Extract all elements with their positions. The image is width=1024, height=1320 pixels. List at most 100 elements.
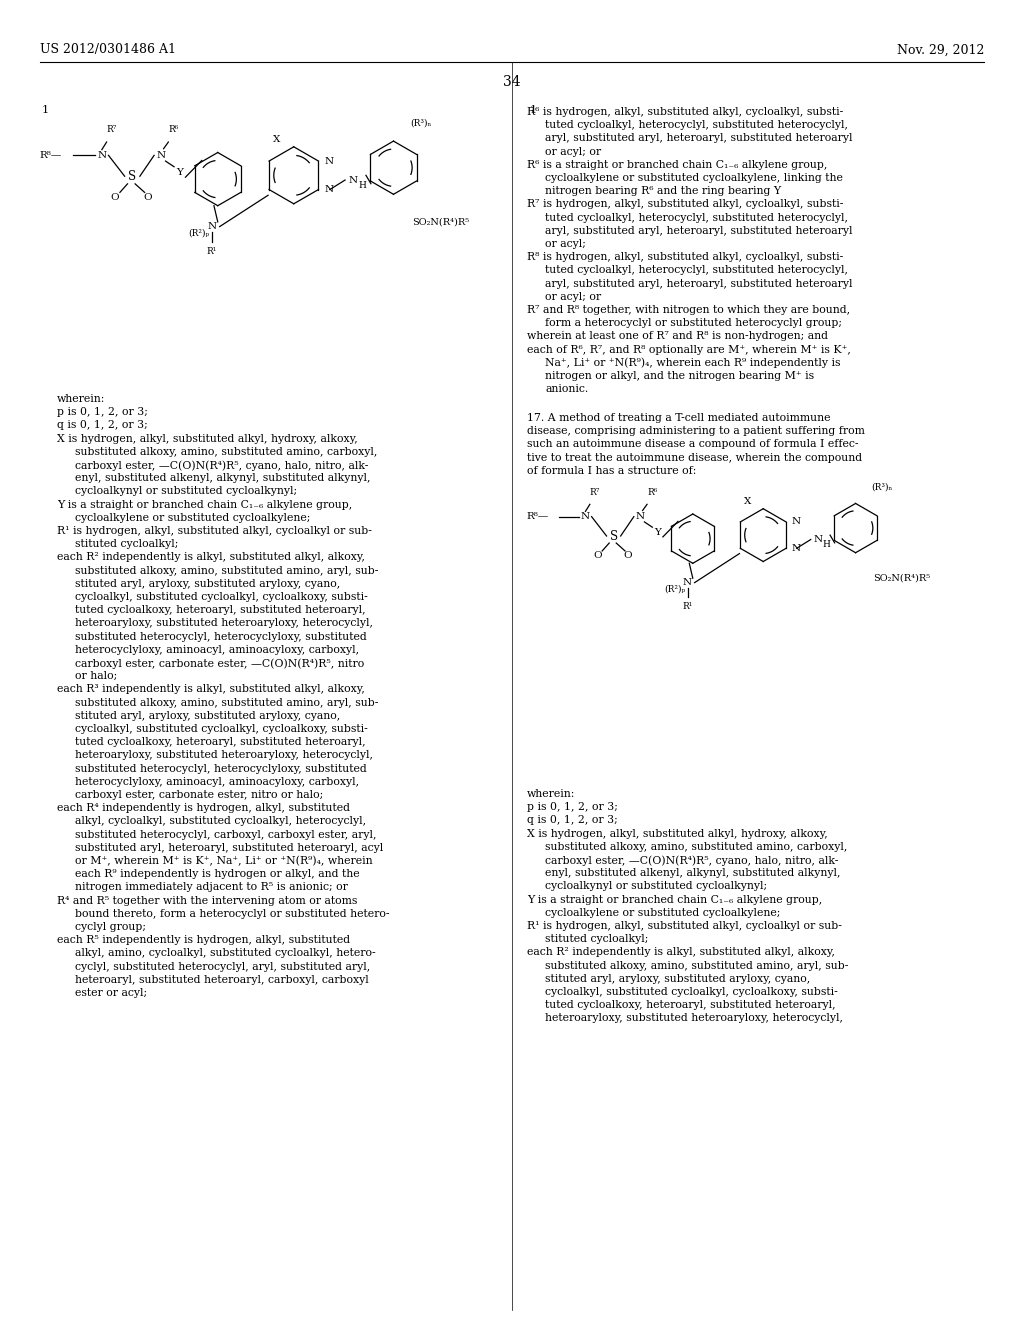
- Text: cycloalkynyl or substituted cycloalkynyl;: cycloalkynyl or substituted cycloalkynyl…: [75, 486, 297, 496]
- Text: bound thereto, form a heterocyclyl or substituted hetero-: bound thereto, form a heterocyclyl or su…: [75, 908, 389, 919]
- Text: tuted cycloalkyl, heterocyclyl, substituted heterocyclyl,: tuted cycloalkyl, heterocyclyl, substitu…: [545, 265, 848, 276]
- Text: R⁸—: R⁸—: [526, 512, 549, 521]
- Text: each R² independently is alkyl, substituted alkyl, alkoxy,: each R² independently is alkyl, substitu…: [527, 948, 835, 957]
- Text: stituted aryl, aryloxy, substituted aryloxy, cyano,: stituted aryl, aryloxy, substituted aryl…: [75, 710, 340, 721]
- Text: aryl, substituted aryl, heteroaryl, substituted heteroaryl: aryl, substituted aryl, heteroaryl, subs…: [545, 226, 853, 236]
- Text: X is hydrogen, alkyl, substituted alkyl, hydroxy, alkoxy,: X is hydrogen, alkyl, substituted alkyl,…: [57, 433, 357, 444]
- Text: (R³)ₙ: (R³)ₙ: [411, 119, 432, 128]
- Text: R⁶ is a straight or branched chain C₁₋₆ alkylene group,: R⁶ is a straight or branched chain C₁₋₆ …: [527, 160, 827, 170]
- Text: cycloalkyl, substituted cycloalkyl, cycloalkoxy, substi-: cycloalkyl, substituted cycloalkyl, cycl…: [545, 987, 838, 997]
- Text: heteroaryl, substituted heteroaryl, carboxyl, carboxyl: heteroaryl, substituted heteroaryl, carb…: [75, 974, 369, 985]
- Text: Y is a straight or branched chain C₁₋₆ alkylene group,: Y is a straight or branched chain C₁₋₆ a…: [527, 895, 822, 904]
- Text: R⁶: R⁶: [647, 488, 657, 498]
- Text: N: N: [581, 512, 590, 521]
- Text: such an autoimmune disease a compound of formula I effec-: such an autoimmune disease a compound of…: [527, 440, 858, 449]
- Text: or acyl; or: or acyl; or: [545, 292, 601, 302]
- Text: wherein:: wherein:: [527, 789, 575, 799]
- Text: nitrogen or alkyl, and the nitrogen bearing M⁺ is: nitrogen or alkyl, and the nitrogen bear…: [545, 371, 814, 381]
- Text: (R²)ₚ: (R²)ₚ: [665, 585, 686, 594]
- Text: carboxyl ester, —C(O)N(R⁴)R⁵, cyano, halo, nitro, alk-: carboxyl ester, —C(O)N(R⁴)R⁵, cyano, hal…: [545, 855, 839, 866]
- Text: N: N: [348, 176, 357, 185]
- Text: heteroaryloxy, substituted heteroaryloxy, heterocyclyl,: heteroaryloxy, substituted heteroaryloxy…: [75, 750, 373, 760]
- Text: R¹ is hydrogen, alkyl, substituted alkyl, cycloalkyl or sub-: R¹ is hydrogen, alkyl, substituted alkyl…: [527, 921, 842, 931]
- Text: enyl, substituted alkenyl, alkynyl, substituted alkynyl,: enyl, substituted alkenyl, alkynyl, subs…: [545, 869, 841, 878]
- Text: SO₂N(R⁴)R⁵: SO₂N(R⁴)R⁵: [873, 574, 931, 583]
- Text: each R⁹ independently is hydrogen or alkyl, and the: each R⁹ independently is hydrogen or alk…: [75, 869, 359, 879]
- Text: or halo;: or halo;: [75, 671, 118, 681]
- Text: q is 0, 1, 2, or 3;: q is 0, 1, 2, or 3;: [57, 420, 147, 430]
- Text: N: N: [813, 535, 822, 544]
- Text: O: O: [624, 550, 632, 560]
- Text: X is hydrogen, alkyl, substituted alkyl, hydroxy, alkoxy,: X is hydrogen, alkyl, substituted alkyl,…: [527, 829, 827, 838]
- Text: Na⁺, Li⁺ or ⁺N(R⁹)₄, wherein each R⁹ independently is: Na⁺, Li⁺ or ⁺N(R⁹)₄, wherein each R⁹ ind…: [545, 358, 841, 368]
- Text: Y: Y: [654, 528, 662, 537]
- Text: nitrogen bearing R⁶ and the ring bearing Y: nitrogen bearing R⁶ and the ring bearing…: [545, 186, 781, 197]
- Text: N: N: [208, 222, 217, 231]
- Text: cyclyl group;: cyclyl group;: [75, 921, 146, 932]
- Text: each R³ independently is alkyl, substituted alkyl, alkoxy,: each R³ independently is alkyl, substitu…: [57, 684, 365, 694]
- Text: R⁴ and R⁵ together with the intervening atom or atoms: R⁴ and R⁵ together with the intervening …: [57, 895, 357, 906]
- Text: 1: 1: [530, 106, 538, 115]
- Text: X: X: [743, 498, 751, 506]
- Text: substituted alkoxy, amino, substituted amino, carboxyl,: substituted alkoxy, amino, substituted a…: [75, 446, 378, 457]
- Text: SO₂N(R⁴)R⁵: SO₂N(R⁴)R⁵: [413, 216, 470, 226]
- Text: heteroaryloxy, substituted heteroaryloxy, heterocyclyl,: heteroaryloxy, substituted heteroaryloxy…: [545, 1014, 843, 1023]
- Text: substituted alkoxy, amino, substituted amino, carboxyl,: substituted alkoxy, amino, substituted a…: [545, 842, 848, 851]
- Text: stituted aryl, aryloxy, substituted aryloxy, cyano,: stituted aryl, aryloxy, substituted aryl…: [545, 974, 810, 983]
- Text: stituted cycloalkyl;: stituted cycloalkyl;: [545, 935, 648, 944]
- Text: (R²)ₚ: (R²)ₚ: [188, 228, 209, 238]
- Text: R⁸—: R⁸—: [40, 150, 61, 160]
- Text: X: X: [273, 135, 281, 144]
- Text: q is 0, 1, 2, or 3;: q is 0, 1, 2, or 3;: [527, 816, 617, 825]
- Text: tuted cycloalkoxy, heteroaryl, substituted heteroaryl,: tuted cycloalkoxy, heteroaryl, substitut…: [75, 737, 366, 747]
- Text: tuted cycloalkyl, heterocyclyl, substituted heterocyclyl,: tuted cycloalkyl, heterocyclyl, substitu…: [545, 120, 848, 131]
- Text: or M⁺, wherein M⁺ is K⁺, Na⁺, Li⁺ or ⁺N(R⁹)₄, wherein: or M⁺, wherein M⁺ is K⁺, Na⁺, Li⁺ or ⁺N(…: [75, 855, 373, 866]
- Text: H: H: [358, 181, 367, 190]
- Text: stituted cycloalkyl;: stituted cycloalkyl;: [75, 539, 178, 549]
- Text: R⁷ and R⁸ together, with nitrogen to which they are bound,: R⁷ and R⁸ together, with nitrogen to whi…: [527, 305, 850, 315]
- Text: R⁶ is hydrogen, alkyl, substituted alkyl, cycloalkyl, substi-: R⁶ is hydrogen, alkyl, substituted alkyl…: [527, 107, 843, 117]
- Text: disease, comprising administering to a patient suffering from: disease, comprising administering to a p…: [527, 426, 865, 436]
- Text: cycloalkyl, substituted cycloalkyl, cycloalkoxy, substi-: cycloalkyl, substituted cycloalkyl, cycl…: [75, 723, 368, 734]
- Text: N: N: [97, 150, 106, 160]
- Text: N: N: [792, 544, 801, 553]
- Text: N: N: [157, 150, 165, 160]
- Text: N: N: [683, 578, 692, 587]
- Text: of formula I has a structure of:: of formula I has a structure of:: [527, 466, 696, 475]
- Text: N: N: [792, 517, 801, 527]
- Text: substituted heterocyclyl, carboxyl, carboxyl ester, aryl,: substituted heterocyclyl, carboxyl, carb…: [75, 829, 377, 840]
- Text: (R³)ₙ: (R³)ₙ: [871, 482, 893, 491]
- Text: N: N: [325, 157, 333, 165]
- Text: alkyl, cycloalkyl, substituted cycloalkyl, heterocyclyl,: alkyl, cycloalkyl, substituted cycloalky…: [75, 816, 367, 826]
- Text: substituted aryl, heteroaryl, substituted heteroaryl, acyl: substituted aryl, heteroaryl, substitute…: [75, 842, 383, 853]
- Text: nitrogen immediately adjacent to R⁵ is anionic; or: nitrogen immediately adjacent to R⁵ is a…: [75, 882, 348, 892]
- Text: Nov. 29, 2012: Nov. 29, 2012: [897, 44, 984, 57]
- Text: ester or acyl;: ester or acyl;: [75, 987, 147, 998]
- Text: enyl, substituted alkenyl, alkynyl, substituted alkynyl,: enyl, substituted alkenyl, alkynyl, subs…: [75, 473, 371, 483]
- Text: wherein at least one of R⁷ and R⁸ is non-hydrogen; and: wherein at least one of R⁷ and R⁸ is non…: [527, 331, 828, 342]
- Text: US 2012/0301486 A1: US 2012/0301486 A1: [40, 44, 176, 57]
- Text: each R⁵ independently is hydrogen, alkyl, substituted: each R⁵ independently is hydrogen, alkyl…: [57, 935, 350, 945]
- Text: each R² independently is alkyl, substituted alkyl, alkoxy,: each R² independently is alkyl, substitu…: [57, 552, 365, 562]
- Text: N: N: [636, 512, 644, 521]
- Text: cycloalkylene or substituted cycloalkylene;: cycloalkylene or substituted cycloalkyle…: [75, 512, 310, 523]
- Text: cycloalkynyl or substituted cycloalkynyl;: cycloalkynyl or substituted cycloalkynyl…: [545, 882, 767, 891]
- Text: O: O: [111, 193, 120, 202]
- Text: tive to treat the autoimmune disease, wherein the compound: tive to treat the autoimmune disease, wh…: [527, 453, 862, 462]
- Text: or acyl; or: or acyl; or: [545, 147, 601, 157]
- Text: Y: Y: [176, 168, 183, 177]
- Text: p is 0, 1, 2, or 3;: p is 0, 1, 2, or 3;: [57, 407, 147, 417]
- Text: R¹: R¹: [207, 248, 217, 256]
- Text: alkyl, amino, cycloalkyl, substituted cycloalkyl, hetero-: alkyl, amino, cycloalkyl, substituted cy…: [75, 948, 376, 958]
- Text: 34: 34: [503, 75, 521, 88]
- Text: S: S: [128, 170, 136, 182]
- Text: substituted heterocyclyl, heterocyclyloxy, substituted: substituted heterocyclyl, heterocyclylox…: [75, 631, 367, 642]
- Text: O: O: [594, 550, 602, 560]
- Text: aryl, substituted aryl, heteroaryl, substituted heteroaryl: aryl, substituted aryl, heteroaryl, subs…: [545, 133, 853, 144]
- Text: substituted alkoxy, amino, substituted amino, aryl, sub-: substituted alkoxy, amino, substituted a…: [545, 961, 848, 970]
- Text: carboxyl ester, —C(O)N(R⁴)R⁵, cyano, halo, nitro, alk-: carboxyl ester, —C(O)N(R⁴)R⁵, cyano, hal…: [75, 459, 369, 470]
- Text: R⁷ is hydrogen, alkyl, substituted alkyl, cycloalkyl, substi-: R⁷ is hydrogen, alkyl, substituted alkyl…: [527, 199, 844, 210]
- Text: each R⁴ independently is hydrogen, alkyl, substituted: each R⁴ independently is hydrogen, alkyl…: [57, 803, 350, 813]
- Text: form a heterocyclyl or substituted heterocyclyl group;: form a heterocyclyl or substituted heter…: [545, 318, 842, 329]
- Text: or acyl;: or acyl;: [545, 239, 586, 249]
